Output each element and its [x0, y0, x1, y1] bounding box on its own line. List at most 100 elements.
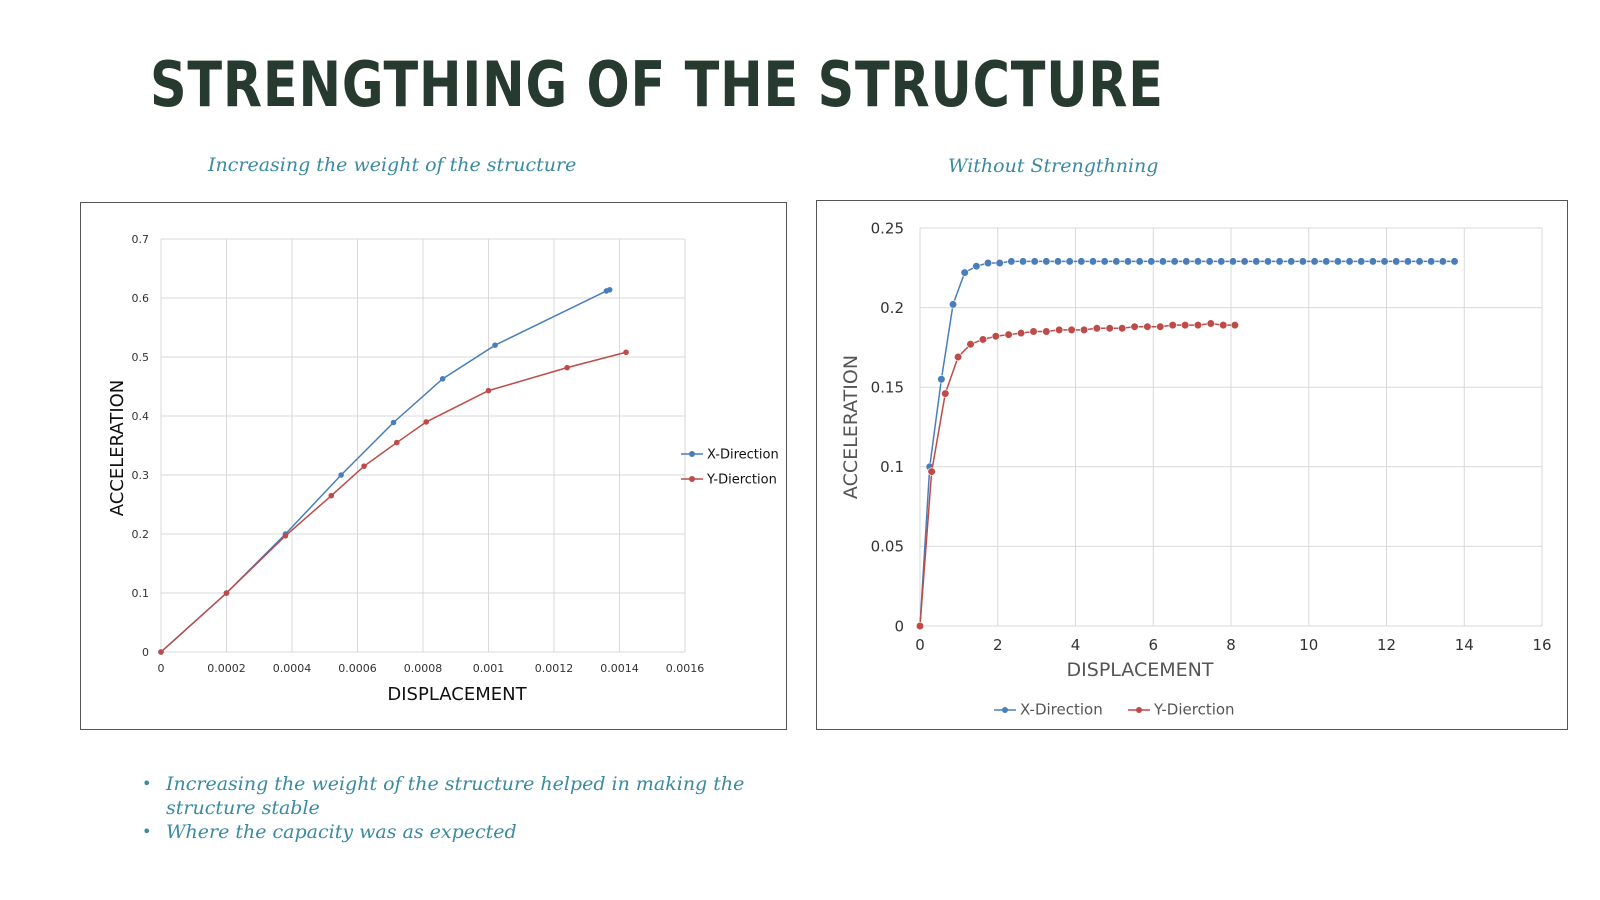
y-tick-label: 0.2: [880, 299, 904, 317]
data-point: [1415, 257, 1424, 266]
data-point: [1168, 321, 1177, 330]
data-point: [1016, 328, 1026, 338]
chart-caption-left: Increasing the weight of the structure: [208, 154, 577, 176]
y-axis-label: ACCELERATION: [840, 355, 862, 499]
x-tick-label: 14: [1455, 636, 1474, 654]
chart-weight-increase: 0 0.0002 0.0004 0.0006 0.0008 0.001 0.0012 0.00…: [80, 202, 787, 730]
data-point: [606, 286, 613, 293]
bullet-item: Where the capacity was as expected: [140, 820, 780, 844]
data-point: [972, 262, 981, 271]
legend-marker: [689, 451, 695, 457]
data-point: [390, 419, 397, 426]
data-point: [948, 300, 958, 309]
data-point: [1357, 257, 1366, 266]
x-axis-label: DISPLACEMENT: [1067, 659, 1214, 681]
data-point: [1298, 257, 1308, 266]
data-point: [1065, 257, 1074, 266]
series-line: [919, 322, 1235, 627]
data-point: [492, 342, 498, 348]
data-point: [991, 332, 1000, 341]
data-point: [1217, 257, 1226, 266]
x-tick-label: 4: [1071, 636, 1081, 654]
legend-label: Y-Dierction: [706, 473, 777, 488]
data-point: [1219, 321, 1228, 330]
bullet-list: Increasing the weight of the structure h…: [140, 772, 780, 844]
legend-label: X-Direction: [707, 448, 779, 463]
y-tick-label: 0.7: [132, 233, 150, 246]
data-point: [158, 649, 164, 655]
data-point: [1030, 257, 1039, 266]
data-point: [1392, 257, 1401, 266]
x-tick-label: 16: [1532, 636, 1551, 654]
series-line: [160, 289, 610, 653]
data-point: [953, 352, 963, 362]
y-tick-label: 0.4: [132, 410, 150, 423]
data-point: [995, 258, 1004, 268]
y-tick-label: 0.5: [132, 351, 150, 364]
x-tick-label: 0.0004: [273, 662, 312, 675]
x-tick-label: 0.001: [473, 662, 505, 675]
data-point: [1193, 321, 1203, 330]
y-tick-label: 0.3: [132, 469, 150, 482]
data-point: [1228, 257, 1238, 266]
chart-without-strengthening: 0 2 4 6 8 10 12 14 16 0 0.05 0.1 0.15 0.2 0.25 DISPLACE…: [816, 200, 1568, 730]
data-point: [485, 387, 492, 394]
data-point: [1230, 321, 1239, 330]
x-tick-label: 0.0008: [404, 662, 443, 675]
chart-weight-increase-svg: 0 0.0002 0.0004 0.0006 0.0008 0.001 0.0012 0.00…: [107, 233, 779, 705]
x-tick-label: 0.0002: [207, 662, 246, 675]
bullet-item: Increasing the weight of the structure h…: [140, 772, 780, 820]
x-tick-label: 8: [1226, 636, 1236, 654]
data-point: [1450, 257, 1459, 266]
data-point: [1438, 257, 1447, 266]
y-tick-label: 0.2: [132, 528, 150, 541]
data-point: [1123, 257, 1133, 266]
data-point: [1004, 330, 1013, 339]
data-point: [983, 258, 993, 268]
x-tick-label: 6: [1148, 636, 1158, 654]
data-point: [1333, 257, 1343, 266]
data-point: [1143, 322, 1152, 331]
x-tick-label: 2: [993, 636, 1003, 654]
data-point: [1135, 257, 1144, 266]
series-line: [919, 260, 1455, 627]
data-point: [978, 335, 988, 344]
data-point: [1112, 257, 1121, 266]
x-tick-label: 0: [915, 636, 925, 654]
data-point: [1252, 257, 1261, 266]
data-point: [1018, 257, 1028, 266]
legend-marker: [689, 476, 695, 482]
data-point: [1322, 257, 1331, 266]
data-point: [1427, 257, 1436, 266]
series-line: [160, 351, 627, 653]
data-point: [937, 375, 946, 384]
data-point: [1088, 257, 1098, 266]
y-tick-label: 0.05: [871, 538, 904, 556]
data-point: [1275, 257, 1284, 266]
data-point: [1310, 257, 1319, 266]
data-point: [282, 532, 289, 539]
data-point: [1053, 257, 1063, 266]
data-point: [564, 364, 570, 371]
x-tick-label: 0.0006: [338, 662, 377, 675]
data-point: [1055, 325, 1064, 334]
data-point: [1029, 327, 1038, 336]
data-point: [361, 463, 367, 469]
data-point: [1118, 324, 1127, 333]
data-point: [1130, 322, 1139, 331]
data-point: [1170, 257, 1179, 266]
data-point: [1042, 327, 1051, 336]
chart-caption-right: Without Strengthning: [948, 155, 1159, 177]
x-tick-label: 0.0016: [666, 662, 705, 675]
x-tick-label: 0.0012: [535, 662, 574, 675]
data-point: [1240, 257, 1249, 266]
x-axis-label: DISPLACEMENT: [387, 684, 527, 705]
data-point: [328, 492, 335, 499]
x-tick-label: 0.0014: [600, 662, 639, 675]
x-tick-label: 0: [158, 662, 165, 675]
data-point: [1077, 257, 1086, 266]
slide-title: STRENGTHING OF THE STRUCTURE: [150, 48, 1164, 121]
data-point: [1067, 325, 1076, 334]
chart-without-strengthening-svg: 0 2 4 6 8 10 12 14 16 0 0.05 0.1 0.15 0.2 0.25 DISPLACE…: [840, 219, 1552, 718]
data-point: [927, 467, 936, 476]
